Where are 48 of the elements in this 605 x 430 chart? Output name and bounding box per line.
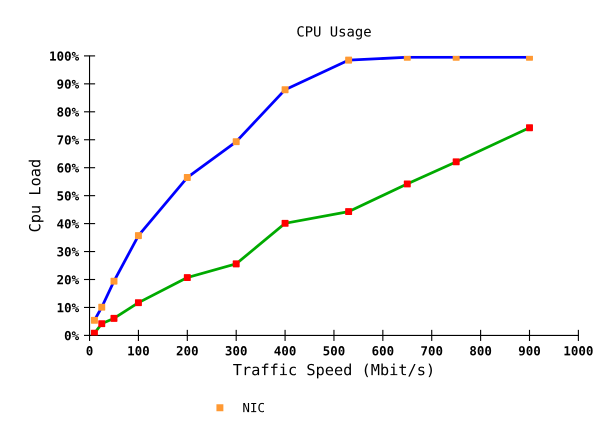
point xyxy=(134,299,142,306)
point xyxy=(110,278,118,285)
x-tick-label: 1000 xyxy=(564,346,593,356)
point xyxy=(282,220,289,227)
y-tick-label: 10% xyxy=(58,302,80,312)
point xyxy=(526,56,533,61)
point xyxy=(184,174,191,181)
x-tick-label: 700 xyxy=(421,346,442,356)
x-tick-label: 800 xyxy=(470,346,492,356)
x-tick-label: 900 xyxy=(518,346,540,356)
chart-title: CPU Usage xyxy=(297,26,371,40)
point xyxy=(282,86,289,94)
point xyxy=(345,208,352,216)
y-tick-label: 80% xyxy=(57,107,80,117)
x-tick-label: 600 xyxy=(372,346,394,356)
point xyxy=(90,330,98,336)
x-tick-label: 100 xyxy=(128,346,149,356)
y-tick-label: 70% xyxy=(57,135,80,145)
y-tick-label: 20% xyxy=(57,274,80,284)
y-tick-label: 100% xyxy=(50,51,80,61)
point xyxy=(404,180,411,188)
point xyxy=(98,320,106,328)
point xyxy=(184,274,191,282)
y-tick-label: 30% xyxy=(57,247,80,256)
x-tick-label: 200 xyxy=(176,346,198,356)
point xyxy=(404,56,411,61)
y-tick-label: 0% xyxy=(64,330,80,340)
point xyxy=(345,56,352,64)
point xyxy=(452,56,460,61)
point xyxy=(98,304,106,311)
y-tick-label: 40% xyxy=(57,219,80,229)
point xyxy=(110,314,118,322)
x-tick-label: 0 xyxy=(86,346,93,356)
legend-label: NIC xyxy=(243,402,264,412)
point xyxy=(90,316,98,324)
y-axis-title: Cpu Load xyxy=(28,160,44,232)
x-tick-label: 300 xyxy=(226,346,247,356)
point xyxy=(134,232,142,240)
x-tick-label: 400 xyxy=(274,346,296,356)
point xyxy=(232,260,240,268)
y-tick-label: 60% xyxy=(57,163,80,173)
y-tick-label: 50% xyxy=(57,191,80,201)
x-tick-label: 500 xyxy=(324,346,344,356)
y-tick-label: 90% xyxy=(57,79,80,89)
point xyxy=(232,138,240,146)
x-axis-title: Traffic Speed (Mbit/s) xyxy=(233,364,432,378)
point xyxy=(452,158,460,166)
point xyxy=(526,124,533,132)
